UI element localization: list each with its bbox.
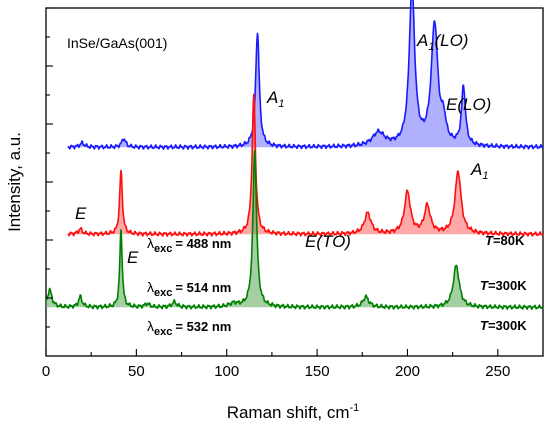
trace-488nm-80k-fill: [67, 0, 543, 148]
peak-label-a1-high: A1: [470, 160, 488, 182]
y-axis-label: Intensity, a.u.: [5, 132, 24, 232]
axis-ticks: 0 50 100 150 200 250: [42, 7, 510, 380]
temp-label-green: T=300K: [480, 318, 527, 333]
x-tick-label: 250: [485, 363, 510, 380]
trace-514nm-300k: [67, 93, 544, 237]
x-tick-label: 50: [128, 363, 145, 380]
x-axis-label: Raman shift, cm-1: [227, 402, 360, 422]
x-tick-label: 0: [42, 363, 50, 380]
trace-532nm-300k: [45, 149, 544, 310]
temp-label-red: T=300K: [480, 278, 527, 293]
x-tick-label: 100: [214, 363, 239, 380]
peak-label-e-to: E(TO): [305, 232, 351, 251]
x-tick-label: 150: [305, 363, 330, 380]
temp-label-blue: T=80K: [485, 233, 525, 248]
trace-488nm-80k: [67, 0, 544, 150]
traces: [45, 0, 544, 310]
peak-label-e-red: E: [127, 248, 139, 267]
peak-label-e-lo: E(LO): [446, 95, 491, 114]
exc-label-514: λexc = 514 nm: [147, 279, 231, 299]
peak-label-a1-lo: A1(LO): [416, 31, 468, 53]
peak-label-e-left: E: [75, 204, 87, 223]
sample-label: InSe/GaAs(001): [67, 35, 167, 51]
exc-label-532: λexc = 532 nm: [147, 318, 231, 338]
peak-label-a1-main: A1: [266, 88, 284, 110]
exc-label-488: λexc = 488 nm: [147, 235, 231, 255]
x-tick-label: 200: [395, 363, 420, 380]
